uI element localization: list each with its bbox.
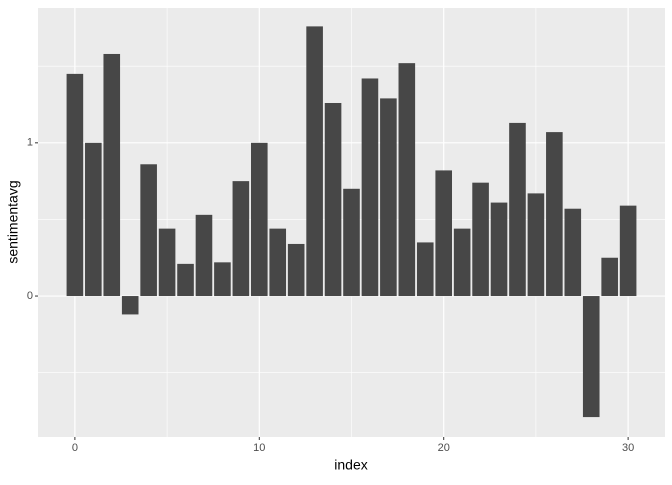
bar: [343, 188, 360, 297]
bar: [380, 98, 397, 297]
x-tick-label: 20: [438, 442, 450, 454]
bar: [177, 263, 194, 297]
bar: [140, 164, 157, 297]
bar: [361, 78, 379, 297]
bar: [250, 142, 268, 297]
bar: [601, 257, 618, 297]
bar: [564, 208, 582, 297]
bar: [490, 202, 508, 297]
bar: [269, 228, 287, 297]
bar: [85, 142, 102, 297]
bar: [416, 242, 434, 297]
bar: [158, 228, 176, 297]
bar: [582, 296, 600, 418]
bar: [546, 132, 563, 297]
bar: [453, 228, 471, 297]
bar: [619, 205, 637, 297]
bar: [435, 170, 453, 297]
bar: [66, 73, 84, 297]
bar: [324, 102, 342, 297]
bar: [121, 296, 139, 315]
bar: [527, 193, 545, 297]
bar: [306, 26, 323, 297]
bar: [509, 122, 526, 297]
x-tick-label: 10: [253, 442, 265, 454]
x-tick-label: 30: [622, 442, 634, 454]
y-tick-label: 0: [27, 290, 33, 302]
bar: [287, 243, 305, 297]
bar: [398, 63, 416, 297]
x-tick-label: 0: [72, 442, 78, 454]
bar: [103, 53, 121, 297]
bar: [232, 181, 250, 297]
y-axis-title: sentimentavg: [5, 180, 21, 263]
bar: [195, 214, 213, 297]
y-tick-label: 1: [27, 137, 33, 149]
bar: [472, 182, 489, 297]
bar: [214, 262, 231, 297]
x-axis-title: index: [334, 457, 367, 473]
